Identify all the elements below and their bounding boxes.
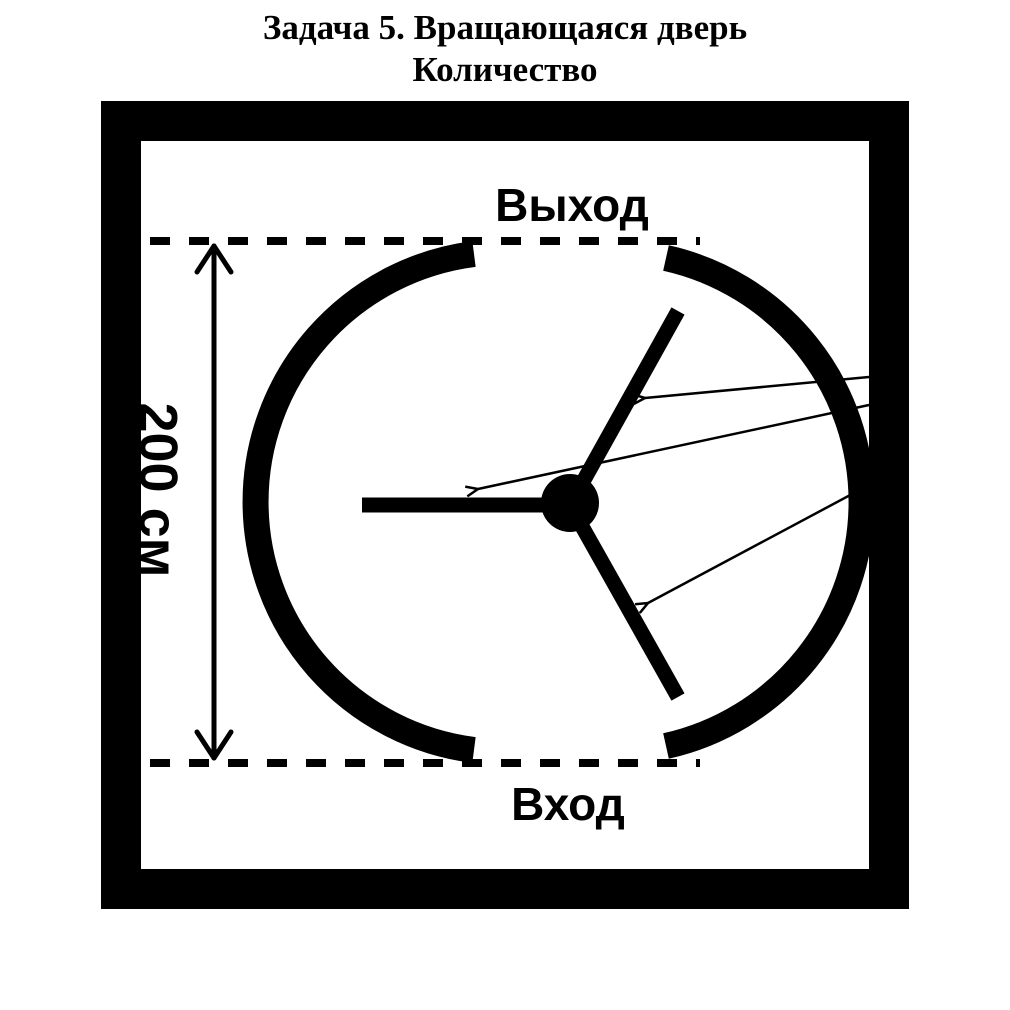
pointer-arrow-upper-wing	[645, 375, 870, 398]
pointer-arrow-lower-wing	[648, 483, 870, 603]
dimension-arrow	[194, 243, 234, 761]
door-wing-upper	[563, 307, 685, 509]
central-pivot	[541, 474, 599, 532]
diagram-title: Задача 5. Вращающаяся дверь	[262, 8, 748, 47]
door-wing-lower	[563, 501, 685, 701]
entrance-label: Вход	[511, 778, 625, 830]
exit-label: Выход	[495, 179, 649, 231]
dimension-label: 200 см	[128, 402, 188, 577]
diagram-subtitle: Количество	[412, 50, 598, 89]
left-enclosure-wall	[242, 241, 476, 763]
pointer-arrow-left-wing	[478, 403, 870, 489]
outer-frame	[101, 101, 909, 909]
right-enclosure-wall	[663, 245, 875, 759]
pointer-arrows	[478, 375, 870, 603]
